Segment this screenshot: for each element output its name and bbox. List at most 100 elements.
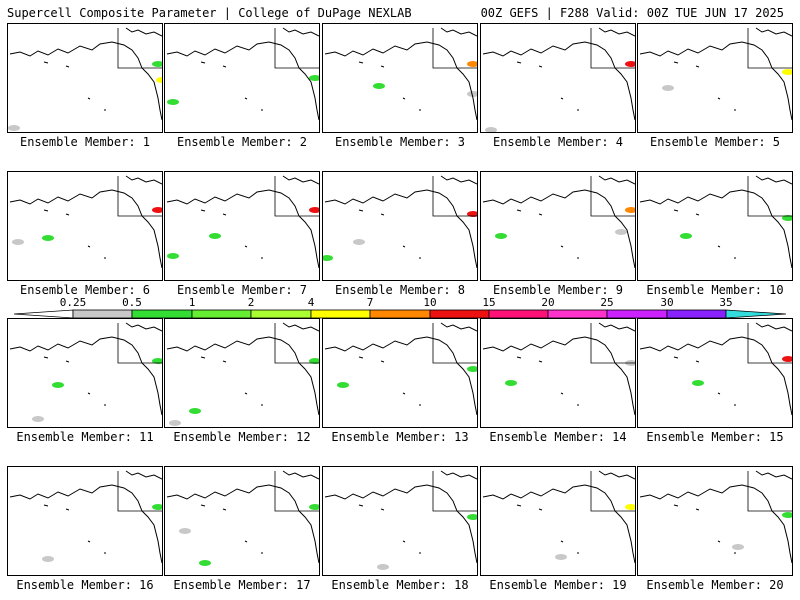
coastline xyxy=(673,356,736,406)
scp-contour xyxy=(8,125,20,131)
scp-contour xyxy=(782,512,792,518)
coastline xyxy=(516,356,579,406)
coastline xyxy=(358,504,421,554)
colorbar-segment xyxy=(369,309,431,319)
ensemble-panel-5 xyxy=(637,23,793,133)
coastline xyxy=(432,176,477,217)
scp-contour xyxy=(467,211,477,217)
map-canvas xyxy=(639,322,792,416)
coastline xyxy=(200,356,263,406)
scp-contour xyxy=(353,239,365,245)
scp-contour xyxy=(732,544,744,550)
scp-contour xyxy=(505,380,517,386)
scp-contour xyxy=(680,233,692,239)
scp-contour xyxy=(782,215,792,221)
coastline xyxy=(43,61,106,111)
map-canvas xyxy=(324,470,477,570)
coastline xyxy=(282,175,319,185)
coastline xyxy=(200,61,263,111)
ensemble-panel-14 xyxy=(480,318,636,428)
colorbar-arrow-left xyxy=(13,309,74,319)
coastline xyxy=(673,61,736,111)
ensemble-member-label: Ensemble Member: 12 xyxy=(173,430,311,444)
map-canvas xyxy=(166,470,319,566)
colorbar-segment xyxy=(666,309,727,319)
coastline xyxy=(358,356,421,406)
ensemble-panel-10 xyxy=(637,171,793,281)
scp-contour xyxy=(309,75,319,81)
colorbar-segment xyxy=(250,309,312,319)
coastline xyxy=(282,470,319,480)
coastline xyxy=(9,484,162,564)
scp-contour xyxy=(169,420,181,426)
coastline xyxy=(440,175,477,185)
map-canvas xyxy=(166,175,319,269)
coastline xyxy=(432,471,477,512)
ensemble-panel-15 xyxy=(637,318,793,428)
map-title: Supercell Composite Parameter | College … xyxy=(7,6,412,20)
coastline xyxy=(598,322,635,332)
ensemble-panel-20 xyxy=(637,466,793,576)
coastline xyxy=(9,336,162,416)
ensemble-panel-8 xyxy=(322,171,478,281)
coastline xyxy=(200,209,263,259)
coastline xyxy=(482,189,635,269)
colorbar-segment xyxy=(310,309,371,319)
scp-contour xyxy=(555,554,567,560)
map-canvas xyxy=(9,175,162,269)
coastline xyxy=(274,471,319,512)
colorbar-tick-label: 1 xyxy=(188,296,196,309)
ensemble-member-label: Ensemble Member: 15 xyxy=(646,430,784,444)
coastline xyxy=(200,504,263,554)
map-canvas xyxy=(8,27,162,131)
map-canvas xyxy=(166,322,319,426)
colorbar-segment xyxy=(72,309,133,319)
colorbar-segment xyxy=(191,309,252,319)
coastline xyxy=(755,175,792,185)
map-canvas xyxy=(324,27,477,121)
coastline xyxy=(358,61,421,111)
scp-contour xyxy=(12,239,24,245)
ensemble-panel-4 xyxy=(480,23,636,133)
coastline xyxy=(117,176,162,217)
ensemble-panel-11 xyxy=(7,318,163,428)
scp-contour xyxy=(152,504,162,510)
scp-contour xyxy=(167,253,179,259)
colorbar-segment xyxy=(131,309,193,319)
scp-contour xyxy=(167,99,179,105)
ensemble-member-label: Ensemble Member: 14 xyxy=(489,430,627,444)
map-canvas xyxy=(482,27,635,132)
coastline xyxy=(125,470,162,480)
scp-contour xyxy=(495,233,507,239)
coastline xyxy=(590,176,635,217)
map-canvas xyxy=(639,27,792,121)
coastline xyxy=(43,356,106,406)
map-canvas xyxy=(324,322,477,416)
coastline xyxy=(324,189,477,269)
scp-contour xyxy=(377,564,389,570)
scp-contour xyxy=(782,69,792,75)
ensemble-member-label: Ensemble Member: 20 xyxy=(646,578,784,592)
coastline xyxy=(482,41,635,121)
colorbar-tick-label: 0.25 xyxy=(59,296,87,309)
map-canvas xyxy=(482,322,635,416)
scp-contour xyxy=(209,233,221,239)
ensemble-panel-19 xyxy=(480,466,636,576)
coastline xyxy=(440,470,477,480)
coastline xyxy=(598,470,635,480)
scp-contour xyxy=(625,61,635,67)
ensemble-member-label: Ensemble Member: 13 xyxy=(331,430,469,444)
colorbar-segment xyxy=(429,309,490,319)
ensemble-member-label: Ensemble Member: 7 xyxy=(176,283,308,297)
map-canvas xyxy=(482,175,635,269)
coastline xyxy=(432,323,477,364)
coastline xyxy=(516,61,579,111)
scp-contour xyxy=(467,514,477,520)
scp-contour xyxy=(52,382,64,388)
scp-contour xyxy=(152,207,162,213)
ensemble-panel-13 xyxy=(322,318,478,428)
ensemble-panel-18 xyxy=(322,466,478,576)
coastline xyxy=(324,41,477,121)
coastline xyxy=(166,336,319,416)
colorbar-tick-label: 20 xyxy=(541,296,555,309)
